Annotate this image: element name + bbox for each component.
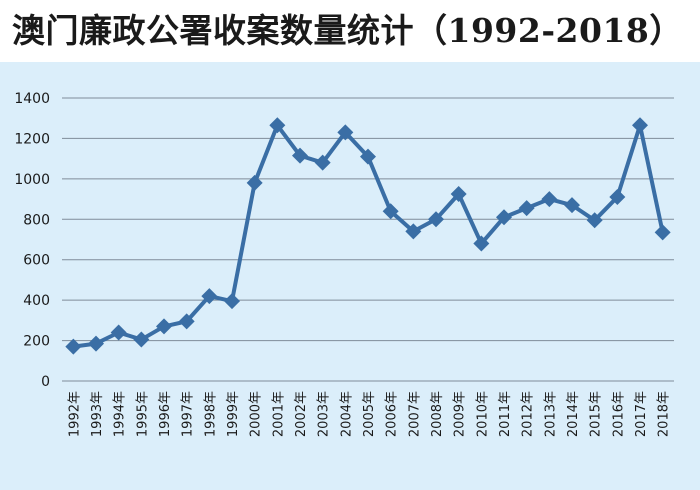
x-tick-label: 2014年 bbox=[566, 391, 581, 437]
data-point bbox=[337, 124, 354, 141]
data-point bbox=[224, 293, 240, 310]
x-tick-label: 2018年 bbox=[657, 391, 672, 437]
data-point bbox=[88, 335, 104, 352]
data-point bbox=[269, 117, 286, 134]
data-point bbox=[110, 324, 127, 341]
data-point bbox=[450, 186, 467, 203]
x-tick-label: 2003年 bbox=[317, 391, 332, 437]
y-tick-label: 600 bbox=[23, 253, 50, 269]
x-tick-label: 1993年 bbox=[90, 391, 105, 437]
data-point bbox=[405, 223, 422, 240]
y-tick-label: 1200 bbox=[14, 131, 50, 147]
x-tick-label: 2000年 bbox=[249, 391, 264, 437]
data-point bbox=[632, 117, 648, 134]
data-point bbox=[541, 191, 558, 208]
x-tick-label: 1998年 bbox=[203, 391, 218, 437]
y-tick-label: 1400 bbox=[14, 91, 50, 107]
x-tick-label: 2005年 bbox=[362, 391, 377, 437]
data-point bbox=[586, 212, 603, 229]
data-point bbox=[428, 211, 444, 228]
x-tick-label: 2001年 bbox=[271, 391, 286, 437]
x-tick-label: 2012年 bbox=[521, 391, 536, 437]
data-point bbox=[473, 235, 490, 252]
x-tick-label: 2010年 bbox=[475, 391, 490, 437]
data-point bbox=[178, 313, 195, 330]
data-point bbox=[133, 331, 150, 348]
data-point bbox=[382, 203, 399, 220]
x-tick-label: 2008年 bbox=[430, 391, 445, 437]
data-point bbox=[564, 197, 580, 214]
x-tick-label: 2015年 bbox=[589, 391, 604, 437]
chart-title: 澳门廉政公署收案数量统计（1992-2018） bbox=[12, 11, 683, 50]
data-point bbox=[360, 148, 376, 165]
data-point bbox=[201, 288, 218, 305]
data-point bbox=[496, 209, 512, 226]
data-point bbox=[654, 224, 671, 241]
x-axis-ticks: 1992年 1993年 1994年 1995年 1996年 1997年 1998年 1999年… bbox=[67, 391, 671, 437]
x-tick-label: 1995年 bbox=[135, 391, 150, 437]
x-tick-label: 2011年 bbox=[498, 391, 513, 437]
x-tick-label: 2004年 bbox=[339, 391, 354, 437]
data-point bbox=[156, 318, 172, 335]
y-tick-label: 400 bbox=[23, 293, 50, 309]
x-tick-label: 1999年 bbox=[226, 391, 241, 437]
y-tick-label: 800 bbox=[23, 212, 50, 228]
data-point bbox=[609, 189, 626, 206]
x-tick-label: 1994年 bbox=[113, 391, 128, 437]
x-tick-label: 1996年 bbox=[158, 391, 173, 437]
series-layer bbox=[65, 117, 671, 355]
x-tick-label: 1997年 bbox=[181, 391, 196, 437]
x-tick-label: 2002年 bbox=[294, 391, 309, 437]
y-tick-label: 200 bbox=[23, 334, 50, 350]
x-tick-label: 2016年 bbox=[611, 391, 626, 437]
y-axis-ticks: 0 200 400 600 800 1000 1200 1400 bbox=[14, 91, 50, 390]
data-point bbox=[518, 200, 535, 217]
x-tick-label: 2013年 bbox=[543, 391, 558, 437]
data-point bbox=[314, 154, 331, 171]
data-point bbox=[292, 147, 308, 164]
data-point bbox=[246, 174, 263, 191]
x-tick-label: 2006年 bbox=[385, 391, 400, 437]
x-tick-label: 2009年 bbox=[453, 391, 468, 437]
gridlines bbox=[62, 97, 674, 382]
x-tick-label: 1992年 bbox=[67, 391, 82, 437]
x-tick-label: 2007年 bbox=[407, 391, 422, 437]
x-tick-label: 2017年 bbox=[634, 391, 649, 437]
y-tick-label: 1000 bbox=[14, 172, 50, 188]
data-point bbox=[65, 338, 82, 355]
y-tick-label: 0 bbox=[41, 374, 50, 390]
